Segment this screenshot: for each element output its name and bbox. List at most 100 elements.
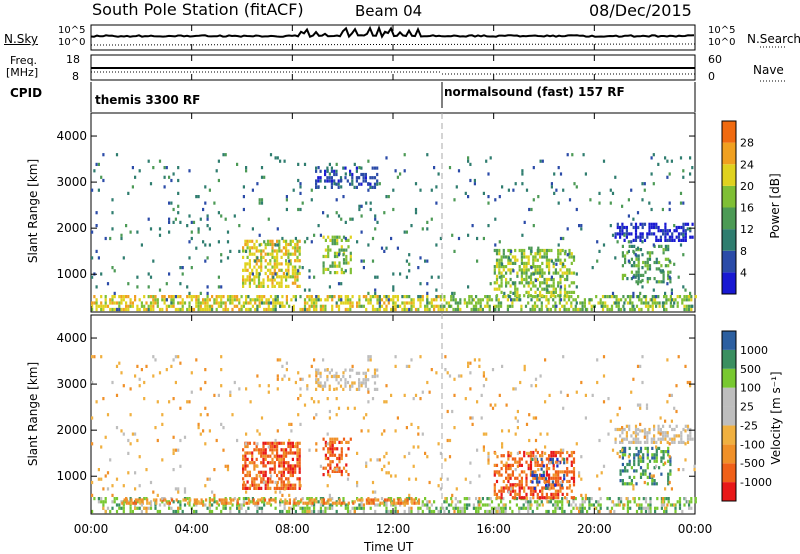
power-cell: [247, 307, 250, 312]
power-cell: [650, 207, 653, 212]
power-cell: [680, 238, 683, 242]
velocity-cell: [264, 448, 267, 452]
velocity-cell: [134, 487, 137, 491]
power-cell: [677, 235, 681, 239]
power-cell: [208, 243, 211, 247]
velocity-cell: [140, 509, 143, 514]
velocity-cell: [642, 459, 645, 463]
power-cell: [417, 307, 420, 312]
power-cell: [516, 290, 519, 294]
velocity-cell: [282, 457, 285, 461]
power-cell: [285, 262, 288, 266]
power-cell: [476, 259, 479, 263]
power-cell: [506, 298, 509, 302]
power-cell: [147, 285, 150, 289]
power-cell: [507, 256, 510, 260]
velocity-cell: [580, 455, 583, 459]
velocity-cell: [364, 384, 367, 388]
power-cell: [249, 307, 252, 312]
power-cell: [463, 298, 466, 302]
velocity-cell: [525, 492, 528, 496]
velocity-cell: [439, 487, 442, 491]
power-cell: [158, 233, 162, 237]
velocity-cell: [596, 474, 599, 478]
power-cell: [294, 259, 297, 263]
power-cell: [561, 248, 564, 253]
power-cell: [570, 290, 573, 294]
power-cell: [650, 225, 653, 230]
power-cell: [504, 295, 507, 299]
velocity-cell: [202, 503, 205, 507]
power-cell: [684, 288, 687, 292]
velocity-cell: [507, 486, 510, 490]
power-cell: [657, 229, 660, 233]
power-cell: [583, 301, 586, 305]
velocity-cell: [283, 374, 286, 378]
power-cell: [265, 301, 268, 305]
power-cell: [419, 298, 422, 302]
power-cell: [584, 307, 587, 312]
power-cell: [147, 307, 150, 312]
power-cell: [550, 185, 553, 189]
power-cell: [335, 301, 338, 305]
velocity-cell: [495, 479, 499, 484]
velocity-cell: [614, 427, 617, 432]
velocity-cell: [445, 506, 448, 510]
velocity-cell: [424, 451, 427, 455]
velocity-cell: [645, 403, 649, 407]
velocity-cell: [143, 506, 146, 510]
power-cell: [554, 295, 557, 299]
velocity-cell: [667, 500, 670, 504]
velocity-cell: [134, 503, 137, 507]
velocity-cell: [177, 509, 180, 514]
velocity-cell: [511, 473, 514, 477]
velocity-cell: [322, 437, 325, 441]
velocity-cell: [502, 454, 505, 458]
power-cell: [566, 153, 569, 157]
velocity-cell: [629, 500, 632, 504]
velocity-cell: [365, 413, 368, 417]
velocity-cell: [545, 486, 548, 490]
velocity-cell: [421, 503, 424, 507]
velocity-cell: [667, 450, 670, 454]
velocity-cell: [448, 438, 452, 443]
velocity-cell: [213, 500, 216, 504]
velocity-cell: [361, 498, 364, 502]
power-cell: [621, 264, 624, 268]
power-cell: [274, 298, 277, 302]
power-cell: [238, 307, 241, 312]
velocity-cell: [613, 503, 616, 507]
velocity-cell: [596, 380, 599, 385]
velocity-cell: [609, 509, 612, 514]
velocity-cell: [426, 503, 429, 507]
velocity-cell: [541, 450, 544, 455]
velocity-cell: [646, 434, 649, 438]
power-cell: [299, 185, 302, 189]
velocity-cell: [269, 470, 272, 474]
power-cell: [113, 295, 116, 299]
power-cell: [242, 275, 245, 279]
power-cell: [623, 307, 626, 312]
velocity-cell: [621, 446, 624, 450]
velocity-cell: [246, 444, 249, 449]
velocity-cell: [509, 492, 512, 496]
velocity-cell: [530, 503, 533, 507]
power-cell: [272, 275, 275, 279]
power-cell: [615, 304, 618, 308]
velocity-cell: [376, 368, 379, 372]
power-cell: [598, 191, 601, 195]
power-cell: [392, 285, 395, 289]
velocity-cell: [528, 438, 531, 443]
velocity-cell: [626, 497, 629, 501]
power-cell: [260, 301, 264, 305]
power-cell: [340, 298, 343, 302]
velocity-cell: [595, 500, 598, 504]
power-cell: [156, 301, 159, 305]
velocity-cell: [412, 464, 415, 468]
velocity-cell: [113, 500, 116, 504]
power-cell: [644, 295, 648, 299]
velocity-cell: [276, 483, 279, 487]
velocity-cell: [282, 470, 285, 474]
velocity-cell: [641, 429, 644, 433]
power-cell: [545, 295, 548, 299]
